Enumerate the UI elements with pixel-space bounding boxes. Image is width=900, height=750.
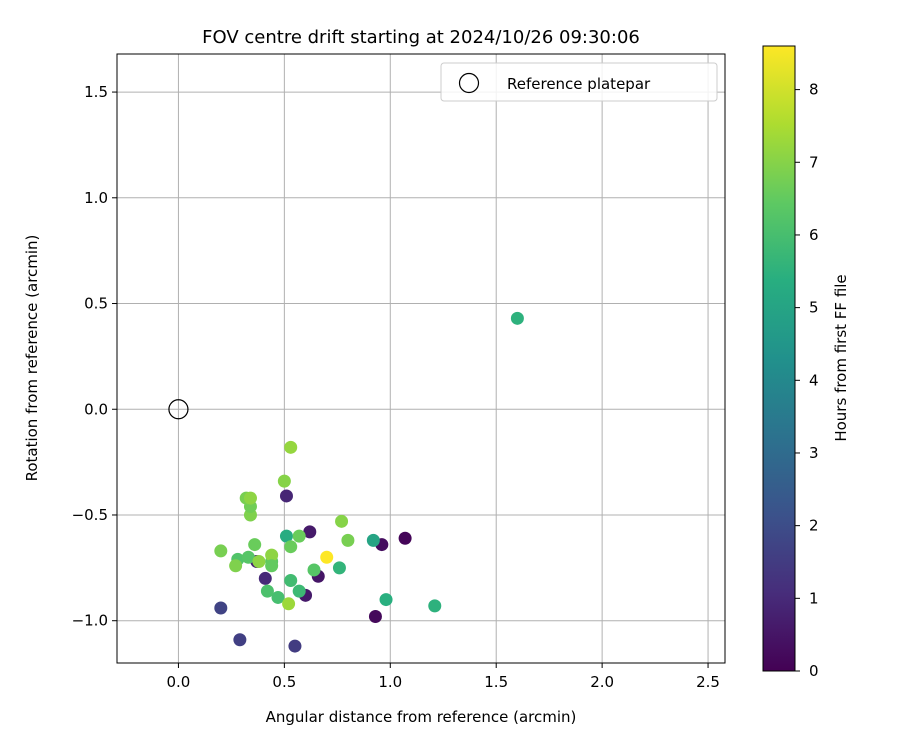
legend: Reference platepar: [440, 62, 718, 102]
data-point: [214, 544, 228, 558]
colorbar-label: Hours from first FF file: [832, 274, 850, 441]
reference-marker: [168, 399, 189, 420]
data-points: [214, 311, 524, 653]
legend-open-circle-marker: [458, 72, 480, 94]
data-point: [366, 533, 380, 547]
data-point: [252, 555, 266, 568]
data-point: [292, 584, 306, 598]
colorbar-tick-label: 5: [809, 299, 819, 317]
grid: [117, 54, 725, 663]
x-tick-label: 2.5: [696, 673, 720, 691]
x-axis-label: Angular distance from reference (arcmin): [266, 708, 577, 726]
y-tick-label: −0.5: [72, 506, 108, 524]
data-point: [284, 540, 298, 554]
colorbar-tick-label: 8: [809, 81, 819, 99]
colorbar-tick-label: 7: [809, 153, 819, 171]
data-point: [284, 574, 298, 588]
x-tick-label: 1.0: [378, 673, 402, 691]
data-point: [229, 559, 243, 573]
data-point: [241, 550, 255, 564]
x-tick-label: 1.5: [484, 673, 508, 691]
reference-platepar-point: [168, 399, 189, 420]
data-point: [303, 525, 317, 539]
data-point: [510, 311, 524, 325]
colorbar-tick-label: 1: [809, 589, 819, 607]
x-tick-label: 0.0: [167, 673, 191, 691]
data-point: [428, 599, 442, 613]
y-tick-label: 0.0: [84, 400, 108, 418]
colorbar-gradient: [762, 45, 796, 672]
y-axis-label: Rotation from reference (arcmin): [23, 235, 41, 482]
data-point: [332, 561, 346, 575]
y-tick-label: 1.5: [84, 83, 108, 101]
data-point: [379, 593, 393, 607]
y-axis-ticks: −1.0 −0.5 0.0 0.5 1.0 1.5: [72, 83, 117, 630]
x-axis-ticks: 0.0 0.5 1.0 1.5 2.0 2.5: [167, 663, 720, 691]
plot-frame: [116, 53, 726, 664]
data-point: [265, 548, 279, 562]
data-point: [279, 489, 293, 503]
data-point: [320, 550, 334, 564]
chart-title: FOV centre drift starting at 2024/10/26 …: [202, 27, 640, 48]
data-point: [271, 590, 285, 604]
x-tick-label: 0.5: [272, 673, 296, 691]
data-point: [282, 597, 296, 611]
data-point: [335, 514, 349, 528]
data-point: [398, 531, 412, 545]
data-point: [214, 601, 228, 615]
data-point: [243, 491, 257, 505]
colorbar-tick-label: 0: [809, 662, 819, 680]
colorbar-tick-label: 4: [809, 371, 819, 389]
data-point: [288, 639, 302, 653]
y-tick-label: 0.5: [84, 295, 108, 313]
data-point: [258, 571, 272, 585]
data-point: [284, 440, 298, 454]
data-point: [233, 633, 247, 647]
data-point: [341, 533, 355, 547]
colorbar: 0 1 2 3 4 5 6 7 8 Hours from first FF file: [762, 45, 850, 680]
data-point: [260, 584, 274, 598]
data-point: [292, 529, 306, 543]
data-point: [307, 563, 321, 577]
colorbar-tick-label: 2: [809, 517, 819, 535]
y-tick-label: 1.0: [84, 189, 108, 207]
colorbar-ticks: 0 1 2 3 4 5 6 7 8: [795, 81, 819, 680]
colorbar-tick-label: 6: [809, 226, 819, 244]
x-tick-label: 2.0: [590, 673, 614, 691]
data-point: [368, 609, 382, 623]
data-point: [279, 529, 293, 543]
legend-entry-reference-platepar: Reference platepar: [507, 75, 651, 93]
data-point: [248, 538, 262, 552]
legend-box: [440, 62, 718, 102]
y-tick-label: −1.0: [72, 612, 108, 630]
colorbar-tick-label: 3: [809, 444, 819, 462]
data-point: [265, 559, 279, 573]
data-point: [277, 474, 291, 488]
